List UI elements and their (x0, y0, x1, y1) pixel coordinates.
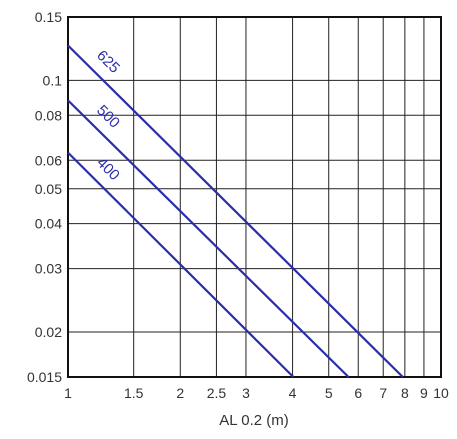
series-line-625 (67, 44, 404, 378)
x-tick-label-8: 8 (401, 385, 409, 401)
x-tick-label-6: 6 (354, 385, 362, 401)
series-group: 625 500 400 (67, 44, 404, 378)
x-tick-labels: 1 1.5 2 2.5 3 4 5 6 7 8 9 10 (64, 385, 449, 401)
x-tick-label-10: 10 (433, 385, 449, 401)
series-line-500 (67, 99, 350, 378)
y-tick-label-0-05: 0.05 (35, 181, 62, 197)
y-tick-labels: 0.015 0.02 0.03 0.04 0.05 0.06 0.08 0.1 0.15 (27, 9, 62, 385)
x-tick-label-1: 1 (64, 385, 72, 401)
x-tick-label-2-5: 2.5 (207, 385, 227, 401)
y-tick-label-0-15: 0.15 (35, 9, 62, 25)
series-line-400 (67, 151, 295, 378)
x-tick-label-9: 9 (420, 385, 428, 401)
y-tick-label-0-1: 0.1 (43, 72, 63, 88)
series-label-400: 400 (93, 154, 123, 184)
x-tick-label-1-5: 1.5 (124, 385, 144, 401)
x-tick-label-3: 3 (242, 385, 250, 401)
plot-frame (67, 16, 442, 378)
y-tick-label-0-02: 0.02 (35, 324, 62, 340)
x-tick-label-4: 4 (289, 385, 297, 401)
y-tick-label-0-04: 0.04 (35, 216, 62, 232)
y-tick-label-0-06: 0.06 (35, 152, 62, 168)
x-tick-label-2: 2 (176, 385, 184, 401)
series-label-625: 625 (93, 47, 123, 77)
x-tick-label-7: 7 (379, 385, 387, 401)
y-tick-label-0-08: 0.08 (35, 107, 62, 123)
series-label-500: 500 (93, 102, 123, 132)
y-tick-label-0-03: 0.03 (35, 261, 62, 277)
grid (67, 16, 442, 378)
x-axis-title: AL 0.2 (m) (219, 412, 288, 429)
x-tick-label-5: 5 (325, 385, 333, 401)
y-tick-label-0-015: 0.015 (27, 369, 62, 385)
